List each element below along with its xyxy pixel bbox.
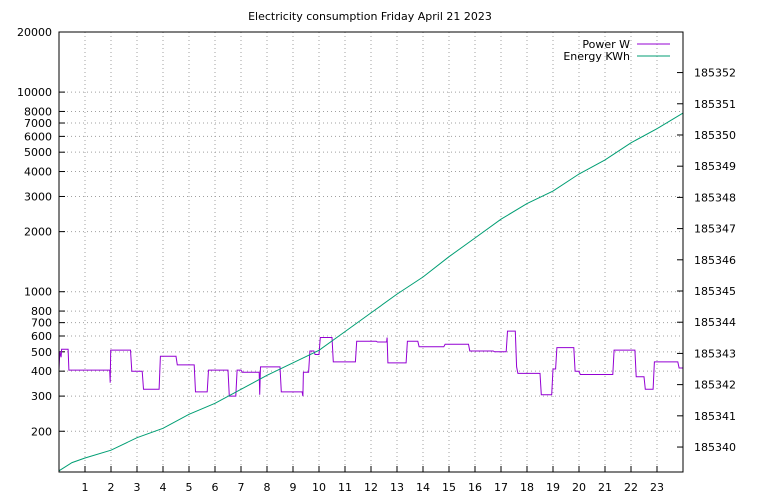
x-axis: 1 2 3 4 5 6 7 8 9 10 11 12 13 14 15 16 17 18 19 20 21 22 23 xyxy=(82,466,664,494)
y-left-tick-label: 700 xyxy=(31,317,52,330)
x-tick-label: 8 xyxy=(264,481,271,494)
y-right-tick-label: 185347 xyxy=(694,223,736,236)
plot-frame xyxy=(58,31,684,473)
y-left-tick-label: 3000 xyxy=(24,190,52,203)
y-right-tick-label: 185352 xyxy=(694,67,736,80)
x-tick-label: 14 xyxy=(416,481,430,494)
x-tick-label: 7 xyxy=(238,481,245,494)
y-left-tick-label: 2000 xyxy=(24,226,52,239)
x-tick-label: 12 xyxy=(364,481,378,494)
x-tick-label: 19 xyxy=(546,481,560,494)
y-left-tick-label: 4000 xyxy=(24,166,52,179)
x-tick-label: 22 xyxy=(624,481,638,494)
y-right-tick-label: 185342 xyxy=(694,379,736,392)
y-right-tick-label: 185350 xyxy=(694,129,736,142)
y-right-tick-label: 185344 xyxy=(694,316,736,329)
x-tick-label: 6 xyxy=(212,481,219,494)
y-left-tick-label: 1000 xyxy=(24,286,52,299)
x-tick-label: 16 xyxy=(468,481,482,494)
grid xyxy=(59,32,683,472)
y-left-tick-label: 8000 xyxy=(24,105,52,118)
x-tick-label: 20 xyxy=(572,481,586,494)
x-tick-label: 5 xyxy=(186,481,193,494)
y-right-tick-label: 185343 xyxy=(694,347,736,360)
y-left-tick-label: 400 xyxy=(31,365,52,378)
y-left-tick-label: 600 xyxy=(31,330,52,343)
series-energy-line xyxy=(58,112,684,472)
y-left-tick-label: 300 xyxy=(31,390,52,403)
x-tick-label: 17 xyxy=(494,481,508,494)
y-left-tick-label: 500 xyxy=(31,346,52,359)
x-tick-label: 13 xyxy=(390,481,404,494)
y-right-tick-label: 185349 xyxy=(694,160,736,173)
y-right-tick-label: 185346 xyxy=(694,254,736,267)
y-right-tick-label: 185340 xyxy=(694,441,736,454)
chart-title: Electricity consumption Friday April 21 … xyxy=(248,10,492,23)
y-right-tick-label: 185348 xyxy=(694,191,736,204)
y-right-tick-label: 185345 xyxy=(694,285,736,298)
x-tick-label: 3 xyxy=(134,481,141,494)
x-tick-label: 23 xyxy=(650,481,664,494)
legend-label: Power W xyxy=(582,38,630,51)
y-left-tick-label: 5000 xyxy=(24,146,52,159)
x-tick-label: 18 xyxy=(520,481,534,494)
legend-label: Energy KWh xyxy=(563,50,630,63)
x-tick-label: 10 xyxy=(312,481,326,494)
y-left-tick-label: 200 xyxy=(31,425,52,438)
x-tick-label: 4 xyxy=(160,481,167,494)
x-tick-label: 11 xyxy=(338,481,352,494)
y-left-tick-label: 6000 xyxy=(24,130,52,143)
y-left-tick-label: 7000 xyxy=(24,117,52,130)
y-left-tick-label: 10000 xyxy=(17,86,52,99)
y-right-tick-label: 185351 xyxy=(694,98,736,111)
y-left-tick-label: 800 xyxy=(31,305,52,318)
y-right-tick-label: 185341 xyxy=(694,410,736,423)
y-axis-right: 185340 185341 185342 185343 185344 185345 1853… xyxy=(677,67,736,454)
y-left-tick-label: 20000 xyxy=(17,26,52,39)
x-tick-label: 21 xyxy=(598,481,612,494)
x-tick-label: 15 xyxy=(442,481,456,494)
x-tick-label: 2 xyxy=(108,481,115,494)
series-layer xyxy=(58,112,684,472)
x-tick-label: 9 xyxy=(290,481,297,494)
series-power-line xyxy=(58,330,683,397)
x-tick-label: 1 xyxy=(82,481,89,494)
